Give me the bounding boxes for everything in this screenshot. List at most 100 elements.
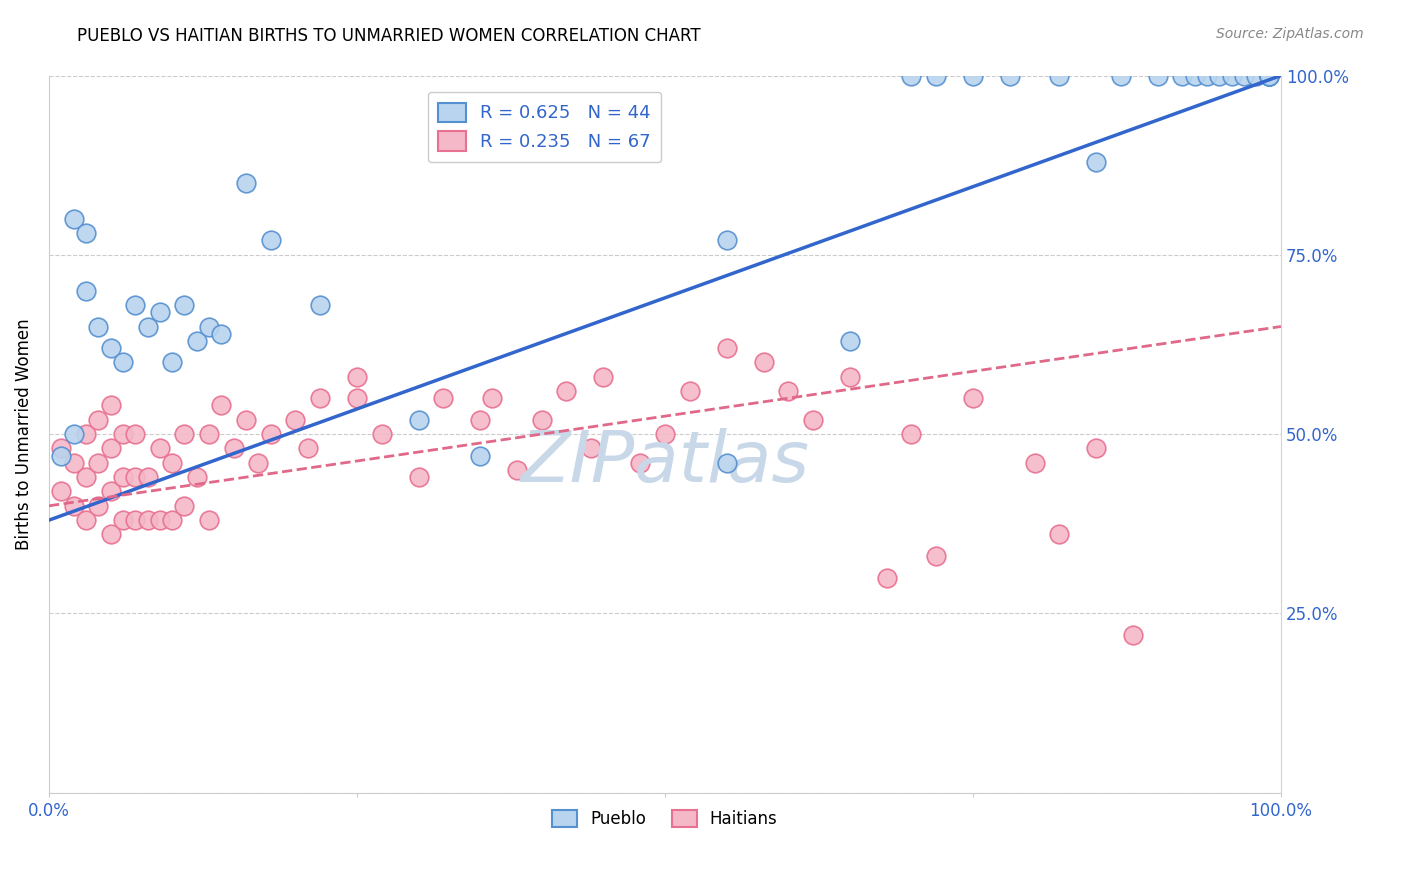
Point (173, 427, 195, 442)
Point (235, 413, 257, 427)
Point (370, 427, 392, 442)
Point (1257, 69, 1279, 83)
Point (346, 369, 368, 384)
Point (1208, 69, 1230, 83)
Point (75, 284, 97, 298)
Point (87, 499, 110, 513)
Point (51, 449, 73, 463)
Point (1257, 69, 1279, 83)
Point (75, 470, 97, 484)
Point (235, 176, 257, 190)
Point (87, 319, 110, 334)
Point (100, 398, 122, 412)
Point (75, 513, 97, 527)
Point (51, 442, 73, 456)
Point (149, 442, 172, 456)
Point (62, 499, 84, 513)
Point (198, 427, 221, 442)
Point (309, 391, 332, 405)
Point (62, 456, 84, 470)
Point (876, 570, 898, 584)
Point (124, 298, 146, 312)
Point (111, 355, 134, 369)
Point (160, 355, 183, 369)
Point (962, 69, 984, 83)
Point (100, 442, 122, 456)
Point (1257, 69, 1279, 83)
Point (592, 369, 614, 384)
Point (1047, 527, 1070, 541)
Point (136, 470, 159, 484)
Point (75, 227, 97, 241)
Point (136, 319, 159, 334)
Text: ZIPatlas: ZIPatlas (520, 428, 810, 497)
Point (900, 427, 922, 442)
Point (555, 384, 578, 398)
Point (1024, 456, 1046, 470)
Point (62, 211, 84, 226)
Point (925, 69, 948, 83)
Point (900, 69, 922, 83)
Point (87, 456, 110, 470)
Text: Source: ZipAtlas.com: Source: ZipAtlas.com (1216, 27, 1364, 41)
Point (149, 513, 172, 527)
Point (1047, 69, 1070, 83)
Point (100, 484, 122, 499)
Point (211, 326, 233, 341)
Point (1246, 69, 1268, 83)
Point (87, 413, 110, 427)
Point (346, 391, 368, 405)
Point (1085, 442, 1108, 456)
Point (136, 513, 159, 527)
Point (247, 456, 270, 470)
Point (801, 413, 824, 427)
Point (778, 384, 800, 398)
Point (260, 234, 283, 248)
Point (100, 527, 122, 541)
Point (124, 513, 146, 527)
Point (628, 456, 651, 470)
Point (284, 413, 307, 427)
Point (1257, 69, 1279, 83)
Point (100, 341, 122, 355)
Point (716, 456, 738, 470)
Point (1146, 69, 1168, 83)
Point (716, 234, 738, 248)
Point (309, 298, 332, 312)
Point (1233, 69, 1256, 83)
Point (198, 513, 221, 527)
Point (62, 427, 84, 442)
Point (297, 442, 319, 456)
Point (1171, 69, 1194, 83)
Point (173, 298, 195, 312)
Point (1220, 69, 1243, 83)
Point (752, 355, 775, 369)
Point (111, 470, 134, 484)
Point (160, 456, 183, 470)
Point (470, 449, 492, 463)
Point (481, 391, 503, 405)
Point (1122, 628, 1144, 642)
Point (838, 334, 860, 348)
Point (173, 499, 195, 513)
Point (962, 391, 984, 405)
Y-axis label: Births to Unmarried Women: Births to Unmarried Women (15, 318, 32, 549)
Point (408, 413, 430, 427)
Point (925, 549, 948, 563)
Point (222, 442, 245, 456)
Point (530, 413, 553, 427)
Point (186, 470, 208, 484)
Point (408, 470, 430, 484)
Point (1109, 69, 1132, 83)
Point (211, 398, 233, 412)
Text: PUEBLO VS HAITIAN BIRTHS TO UNMARRIED WOMEN CORRELATION CHART: PUEBLO VS HAITIAN BIRTHS TO UNMARRIED WO… (77, 27, 702, 45)
Point (111, 513, 134, 527)
Point (579, 442, 602, 456)
Point (1184, 69, 1206, 83)
Point (51, 484, 73, 499)
Point (998, 69, 1021, 83)
Point (654, 427, 676, 442)
Point (506, 463, 529, 477)
Point (1257, 69, 1279, 83)
Point (149, 305, 172, 319)
